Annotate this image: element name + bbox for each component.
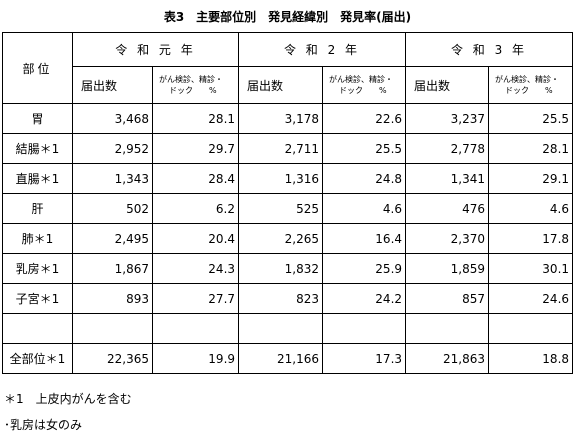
header-row: 届出数 がん検診、精診・ ドック % 届出数 がん検診、精診・ ドック % 届出数 がん検診、…: [3, 66, 574, 104]
site-label: 肺＊1: [2, 223, 73, 254]
cell: 29.7: [151, 133, 240, 164]
empty-cell: [322, 313, 407, 344]
cell: 1,832: [238, 253, 324, 284]
cell: 29.1: [488, 163, 574, 194]
data-row: 肺＊1 2,495 20.4 2,265 16.4 2,370 17.8: [2, 223, 574, 254]
cell: 28.4: [151, 163, 240, 194]
rate-header-line: ドック %: [169, 86, 217, 95]
cell: 16.4: [322, 223, 407, 254]
header-row: 部位令 和 元 年令 和 2 年令 和 3 年: [2, 32, 574, 104]
rate-header-line: がん検診、精診・: [159, 75, 223, 84]
cell: 2,370: [405, 223, 490, 254]
cell: 19.9: [151, 343, 240, 374]
data-row: 肝 502 6.2 525 4.6 476 4.6: [2, 193, 574, 224]
cell: 1,316: [238, 163, 324, 194]
cell: 1,341: [405, 163, 490, 194]
count-header: 届出数: [238, 66, 324, 104]
cell: 24.2: [322, 283, 407, 314]
title: 表3 主要部位別 発見経緯別 発見率(届出): [163, 10, 412, 24]
empty-cell: [72, 313, 153, 344]
rate-header-line: がん検診、精診・: [495, 75, 560, 84]
cell: 17.3: [322, 343, 407, 374]
rate-header: がん検診、精診・ ドック %: [322, 66, 407, 104]
cell: 6.2: [151, 193, 240, 224]
cell: 893: [72, 283, 153, 314]
rate-header-line: がん検診、精診・: [329, 75, 394, 84]
cell: 27.7: [151, 283, 240, 314]
note: ･乳房は女のみ: [4, 418, 83, 432]
site-label: 直腸＊1: [2, 163, 73, 194]
site-label: 子宮＊1: [2, 283, 73, 314]
cell: 2,711: [238, 133, 324, 164]
table-body: 部位令 和 元 年令 和 2 年令 和 3 年届出数 がん検診、精診・ ドック % 届…: [2, 32, 574, 374]
site-label: 結腸＊1: [2, 133, 73, 164]
cell: 25.5: [322, 133, 407, 164]
group-header: 令 和 3 年: [405, 32, 574, 67]
rate-header: がん検診、精診・ ドック %: [151, 66, 240, 104]
cell: 2,495: [72, 223, 153, 254]
empty-cell: [405, 313, 490, 344]
cell: 502: [72, 193, 153, 224]
site-label: 乳房＊1: [2, 253, 73, 284]
cell: 21,863: [405, 343, 490, 374]
cell: 30.1: [488, 253, 574, 284]
cell: 25.9: [322, 253, 407, 284]
cell: 22,365: [72, 343, 153, 374]
cell: 3,237: [405, 103, 490, 134]
cell: 1,859: [405, 253, 490, 284]
cell: 823: [238, 283, 324, 314]
total-row: 全部位＊1 22,365 19.9 21,166 17.3 21,863 18.8: [2, 343, 574, 374]
corner-header: 部位: [2, 32, 73, 104]
cell: 2,265: [238, 223, 324, 254]
empty-cell: [2, 313, 73, 344]
empty-cell: [238, 313, 324, 344]
cell: 857: [405, 283, 490, 314]
cell: 28.1: [488, 133, 574, 164]
cell: 24.8: [322, 163, 407, 194]
rate-header: がん検診、精診・ ドック %: [488, 66, 574, 104]
cell: 1,343: [72, 163, 153, 194]
rate-header-line: ドック %: [505, 86, 553, 95]
data-row: 結腸＊1 2,952 29.7 2,711 25.5 2,778 28.1: [2, 133, 574, 164]
cell: 17.8: [488, 223, 574, 254]
cell: 22.6: [322, 103, 407, 134]
rate-header-line: ドック %: [339, 86, 387, 95]
group-header: 令 和 2 年: [238, 32, 407, 67]
cell: 2,778: [405, 133, 490, 164]
data-row: 胃 3,468 28.1 3,178 22.6 3,237 25.5: [2, 103, 574, 134]
data-row: 子宮＊1 893 27.7 823 24.2 857 24.6: [2, 283, 574, 314]
cell: 2,952: [72, 133, 153, 164]
cell: 21,166: [238, 343, 324, 374]
cell: 25.5: [488, 103, 574, 134]
site-label: 胃: [2, 103, 73, 134]
cell: 4.6: [488, 193, 574, 224]
cell: 24.6: [488, 283, 574, 314]
empty-row: [2, 313, 574, 344]
site-label: 全部位＊1: [2, 343, 73, 374]
cell: 525: [238, 193, 324, 224]
cell: 3,178: [238, 103, 324, 134]
data-row: 直腸＊1 1,343 28.4 1,316 24.8 1,341 29.1: [2, 163, 574, 194]
note: ＊1 上皮内がんを含む: [4, 392, 132, 406]
empty-cell: [488, 313, 574, 344]
cell: 476: [405, 193, 490, 224]
cell: 28.1: [151, 103, 240, 134]
cell: 1,867: [72, 253, 153, 284]
group-header: 令 和 元 年: [71, 32, 240, 67]
table: 部位令 和 元 年令 和 2 年令 和 3 年届出数 がん検診、精診・ ドック % 届…: [2, 32, 574, 374]
cell: 20.4: [151, 223, 240, 254]
count-header: 届出数: [72, 66, 153, 104]
count-header: 届出数: [405, 66, 490, 104]
cell: 4.6: [322, 193, 407, 224]
site-label: 肝: [2, 193, 73, 224]
cell: 3,468: [72, 103, 153, 134]
cell: 24.3: [151, 253, 240, 284]
cell: 18.8: [488, 343, 574, 374]
data-row: 乳房＊1 1,867 24.3 1,832 25.9 1,859 30.1: [2, 253, 574, 284]
empty-cell: [151, 313, 240, 344]
